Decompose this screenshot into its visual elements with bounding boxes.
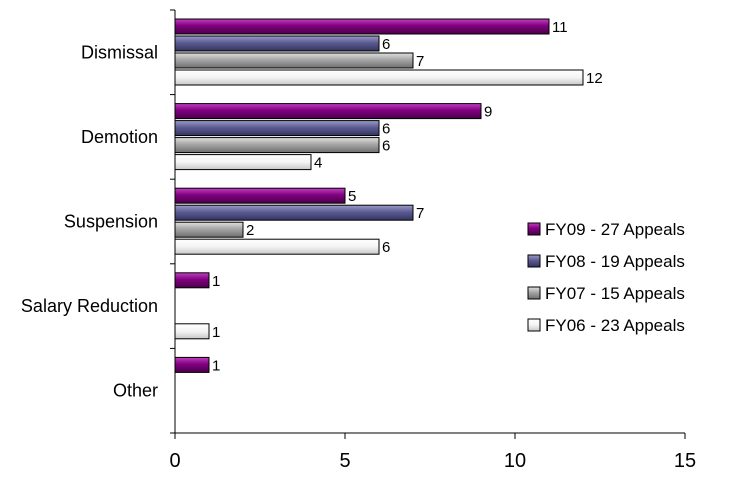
bar [174, 272, 210, 289]
data-label: 6 [382, 239, 390, 256]
bar [174, 35, 380, 52]
data-label: 9 [484, 104, 492, 121]
category-label: Demotion [81, 127, 158, 147]
data-label: 6 [382, 121, 390, 138]
x-tick-label: 0 [169, 450, 180, 472]
category-label: Dismissal [81, 42, 158, 62]
bar [174, 154, 312, 171]
bar [174, 238, 380, 255]
bar [174, 120, 380, 137]
x-tick-label: 15 [674, 450, 696, 472]
bar [174, 323, 210, 340]
bar [174, 356, 210, 373]
data-label: 6 [382, 138, 390, 155]
legend-swatch [527, 254, 541, 268]
bar [174, 221, 244, 238]
bar [174, 103, 482, 120]
data-label: 7 [416, 205, 424, 222]
data-label: 4 [314, 155, 322, 172]
data-label: 7 [416, 53, 424, 70]
x-tick-label: 5 [339, 450, 350, 472]
data-label: 1 [212, 324, 220, 341]
data-label: 1 [212, 357, 220, 374]
legend-swatch [527, 318, 541, 332]
data-label: 1 [212, 273, 220, 290]
legend-label: FY06 - 23 Appeals [545, 316, 685, 335]
bar [174, 204, 414, 221]
data-label: 2 [246, 222, 254, 239]
bar [174, 52, 414, 69]
bar [174, 137, 380, 154]
bar [174, 69, 584, 86]
data-label: 12 [586, 70, 603, 87]
legend: FY09 - 27 Appeals FY08 - 19 Appeals FY07 -… [527, 220, 685, 335]
data-label: 11 [552, 19, 568, 36]
x-tick-label: 10 [504, 450, 526, 472]
bar [174, 187, 346, 204]
legend-label: FY07 - 15 Appeals [545, 284, 685, 303]
category-label: Other [113, 381, 158, 401]
data-label: 6 [382, 36, 390, 53]
category-label: Salary Reduction [21, 296, 158, 316]
data-label: 5 [348, 188, 356, 205]
legend-label: FY08 - 19 Appeals [545, 252, 685, 271]
legend-swatch [527, 222, 541, 236]
legend-label: FY09 - 27 Appeals [545, 220, 685, 239]
bar [174, 18, 550, 35]
legend-swatch [527, 286, 541, 300]
category-label: Suspension [64, 212, 158, 232]
